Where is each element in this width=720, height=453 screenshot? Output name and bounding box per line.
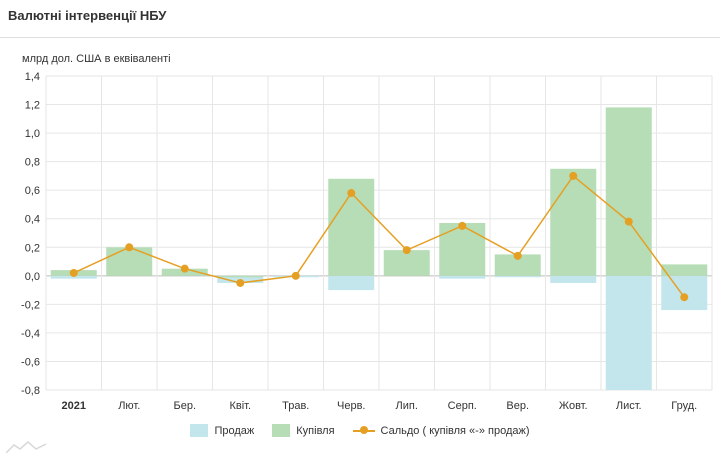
legend-swatch-sale: [190, 424, 209, 437]
legend-label-purchase: Купівля: [296, 424, 335, 437]
y-tick-label: -0,2: [21, 299, 40, 311]
bar-sale: [50, 275, 97, 279]
y-axis-label: млрд дол. США в еквіваленті: [22, 53, 171, 65]
y-tick-label: -0,4: [21, 328, 40, 340]
x-tick-label: Трав.: [282, 400, 309, 412]
x-tick-label: Черв.: [337, 400, 365, 412]
y-tick-label: 0,6: [25, 185, 40, 197]
balance-point: [624, 217, 633, 226]
legend-label-sale: Продаж: [214, 424, 255, 437]
bar-purchase: [383, 250, 430, 276]
balance-point: [69, 268, 78, 277]
x-tick-label: Вер.: [506, 400, 529, 412]
y-tick-label: 1,0: [25, 128, 40, 140]
bar-sale: [550, 275, 597, 283]
balance-point: [569, 171, 578, 180]
x-tick-label: Лют.: [118, 400, 140, 412]
title-divider: [0, 37, 720, 38]
bar-purchase: [106, 247, 153, 276]
bar-purchase: [439, 223, 486, 276]
balance-point: [680, 293, 689, 302]
x-tick-label: 2021: [62, 400, 86, 412]
y-tick-label: -0,8: [21, 385, 40, 397]
balance-point: [291, 271, 300, 280]
legend-swatch-balance: [352, 424, 375, 437]
bar-purchase: [217, 275, 264, 278]
legend-label-balance: Сальдо ( купівля «-» продаж): [380, 424, 530, 437]
balance-line: [73, 174, 685, 298]
balance-point: [513, 251, 522, 260]
legend-item-balance[interactable]: Сальдо ( купівля «-» продаж): [352, 424, 530, 437]
balance-point: [180, 264, 189, 273]
y-tick-label: 1,2: [25, 100, 40, 112]
y-tick-label: 0,0: [25, 271, 40, 283]
balance-point: [402, 246, 411, 255]
y-tick-label: 0,2: [25, 242, 40, 254]
y-tick-label: 1,4: [25, 71, 40, 83]
bar-sale: [661, 275, 708, 311]
corner-mountain-icon: [6, 441, 46, 453]
x-tick-label: Груд.: [671, 400, 697, 412]
bar-purchase: [605, 107, 652, 276]
chart-title: Валютні інтервенції НБУ: [8, 8, 167, 23]
bar-purchase: [661, 264, 708, 276]
x-tick-label: Лип.: [396, 400, 418, 412]
bar-sale: [439, 275, 486, 279]
bar-purchase: [550, 168, 597, 276]
x-tick-label: Жовт.: [559, 400, 588, 412]
y-tick-label: 0,8: [25, 157, 40, 169]
bar-sale: [328, 275, 375, 291]
y-tick-label: 0,4: [25, 214, 40, 226]
balance-point: [347, 189, 356, 198]
bar-purchase: [494, 254, 541, 276]
x-tick-label: Квіт.: [229, 400, 251, 412]
chart-legend: Продаж Купівля Сальдо ( купівля «-» прод…: [0, 424, 720, 437]
legend-item-sale[interactable]: Продаж: [190, 424, 254, 437]
x-tick-label: Лист.: [616, 400, 642, 412]
legend-swatch-purchase: [272, 424, 291, 437]
legend-item-purchase[interactable]: Купівля: [272, 424, 335, 437]
x-tick-label: Бер.: [173, 400, 196, 412]
balance-point: [458, 221, 467, 230]
balance-point: [125, 243, 134, 252]
y-tick-label: -0,6: [21, 356, 40, 368]
balance-point: [236, 278, 245, 287]
bar-sale: [605, 275, 652, 390]
bar-sale: [494, 275, 541, 278]
x-tick-label: Серп.: [448, 400, 477, 412]
